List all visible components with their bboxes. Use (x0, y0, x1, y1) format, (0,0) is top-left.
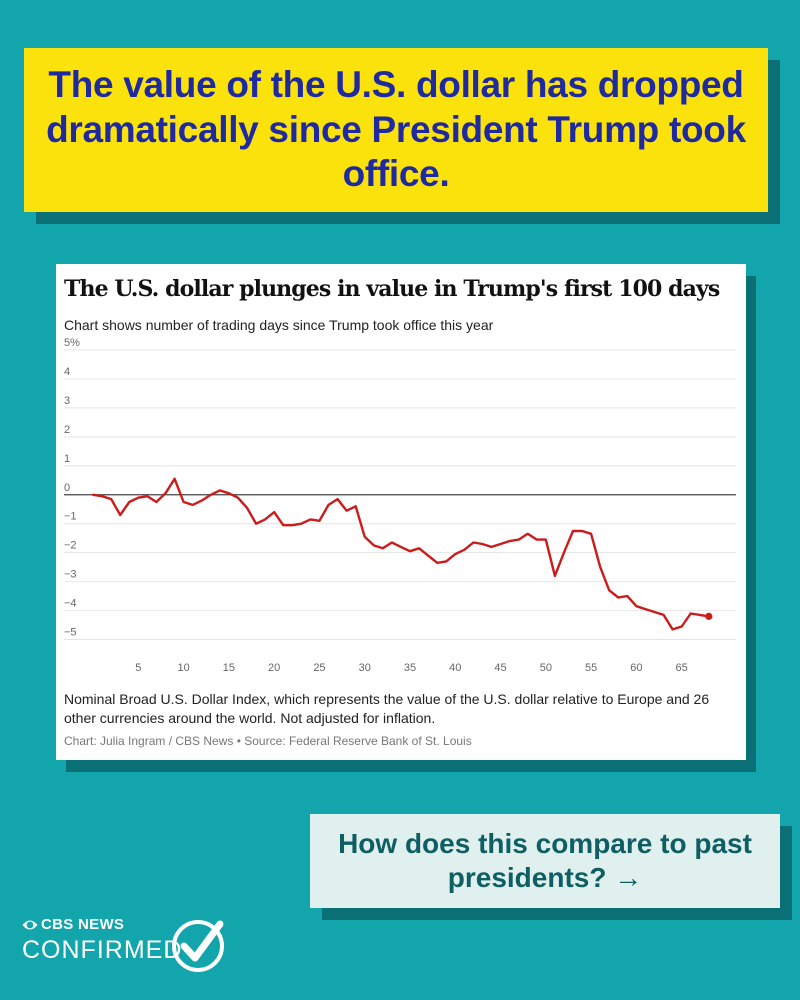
cbs-eye-icon (22, 920, 38, 929)
x-tick-label: 35 (404, 662, 416, 674)
chart-source: Chart: Julia Ingram / CBS News • Source:… (64, 734, 472, 748)
x-tick-label: 25 (313, 662, 325, 674)
x-tick-label: 15 (223, 662, 235, 674)
chart-title: The U.S. dollar plunges in value in Trum… (64, 276, 720, 302)
chart-subtitle: Chart shows number of trading days since… (64, 317, 494, 333)
x-tick-label: 65 (676, 662, 688, 674)
y-tick-label: 3 (64, 395, 70, 407)
logo-product: CONFIRMED (22, 936, 183, 964)
y-tick-label: −2 (64, 540, 77, 552)
y-tick-label: 1 (64, 453, 70, 465)
y-tick-label: 4 (64, 366, 70, 378)
headline-text: The value of the U.S. dollar has dropped… (46, 64, 746, 195)
x-tick-label: 60 (630, 662, 642, 674)
series-endpoint-dot (705, 612, 713, 620)
y-tick-label: 2 (64, 424, 70, 436)
x-tick-label: 45 (494, 662, 506, 674)
y-tick-label: 0 (64, 482, 70, 494)
logo-brand: CBS NEWS (41, 916, 125, 933)
x-tick-label: 40 (449, 662, 461, 674)
x-tick-label: 10 (177, 662, 189, 674)
x-tick-label: 20 (268, 662, 280, 674)
chart-note: Nominal Broad U.S. Dollar Index, which r… (64, 691, 710, 726)
x-tick-label: 5 (135, 662, 141, 674)
chart-card: The U.S. dollar plunges in value in Trum… (56, 264, 746, 760)
cbs-news-wordmark: CBS NEWS (22, 916, 124, 933)
x-tick-label: 50 (540, 662, 552, 674)
y-tick-label: −5 (64, 627, 77, 639)
y-tick-label: −4 (64, 598, 77, 610)
series-line (91, 477, 710, 631)
y-tick-label: −3 (64, 569, 77, 581)
cbs-news-confirmed-logo: CBS NEWS CONFIRMED (22, 912, 252, 982)
headline-banner: The value of the U.S. dollar has dropped… (24, 48, 768, 212)
x-tick-label: 30 (359, 662, 371, 674)
compare-presidents-button[interactable]: How does this compare to past presidents… (310, 814, 780, 908)
y-tick-label: 5% (64, 338, 80, 349)
x-tick-label: 55 (585, 662, 597, 674)
y-tick-label: −1 (64, 511, 77, 523)
checkmark-badge-icon (172, 920, 224, 972)
